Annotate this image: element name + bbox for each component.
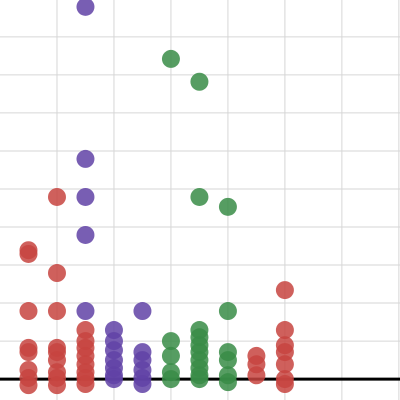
data-point xyxy=(218,302,237,321)
data-point xyxy=(190,187,209,206)
data-point xyxy=(133,375,152,394)
data-point xyxy=(19,244,38,263)
data-point xyxy=(161,332,180,351)
data-point xyxy=(218,197,237,216)
data-point xyxy=(47,264,66,283)
data-point xyxy=(161,370,180,389)
data-point xyxy=(218,351,237,370)
data-point xyxy=(218,373,237,392)
data-point xyxy=(275,355,294,374)
data-point xyxy=(190,370,209,389)
data-point xyxy=(76,0,95,16)
data-point xyxy=(247,366,266,385)
data-point xyxy=(19,343,38,362)
data-point xyxy=(76,375,95,394)
data-point xyxy=(76,187,95,206)
data-point xyxy=(76,225,95,244)
data-point xyxy=(47,302,66,321)
data-point xyxy=(76,149,95,168)
data-point xyxy=(133,302,152,321)
data-point xyxy=(275,321,294,340)
data-point xyxy=(19,376,38,395)
data-point xyxy=(161,49,180,68)
data-point xyxy=(104,370,123,389)
data-point xyxy=(190,72,209,91)
data-point xyxy=(19,302,38,321)
data-point xyxy=(275,281,294,300)
data-point xyxy=(275,375,294,394)
data-point xyxy=(76,302,95,321)
data-point xyxy=(161,346,180,365)
data-point xyxy=(47,187,66,206)
data-point xyxy=(47,376,66,395)
